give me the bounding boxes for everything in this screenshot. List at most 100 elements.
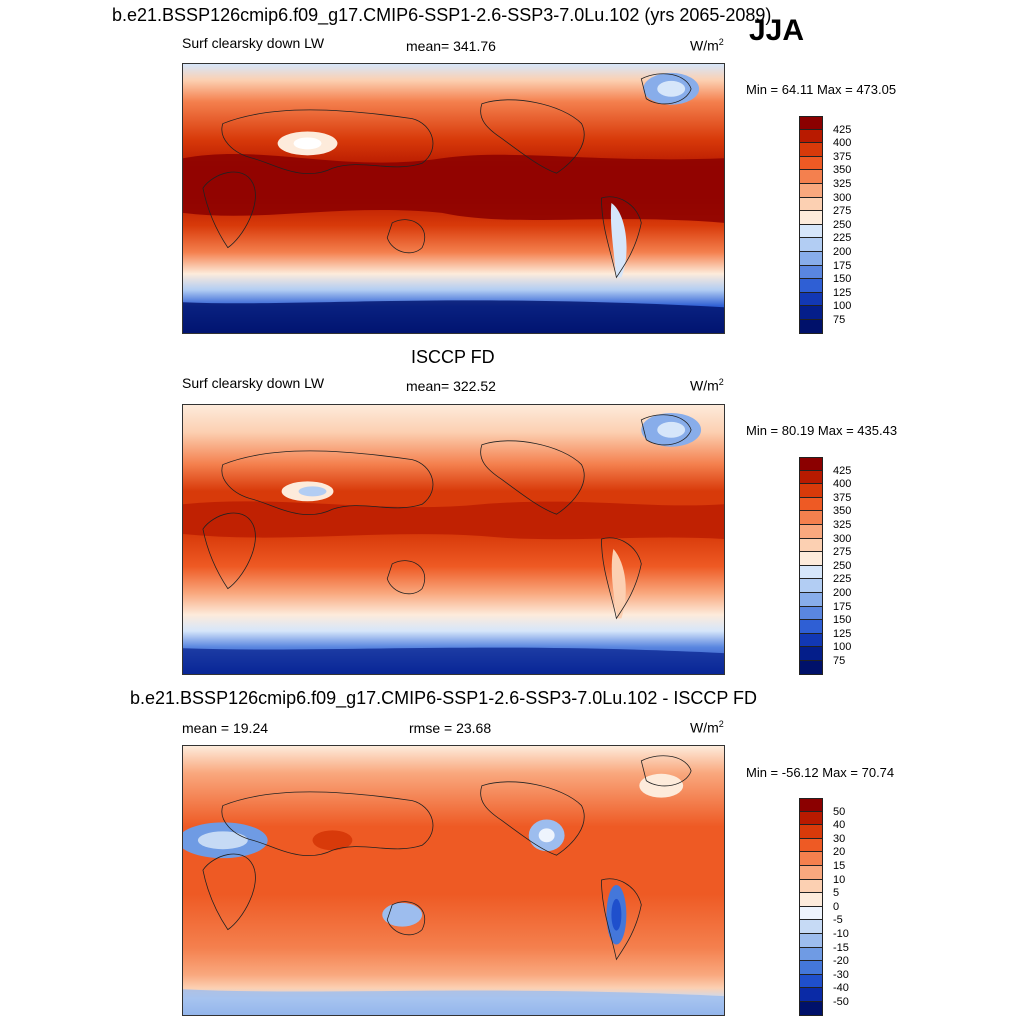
colorbar-tick-label: -15	[833, 941, 849, 954]
colorbar-swatch	[799, 306, 823, 320]
colorbar-swatch	[799, 798, 823, 812]
colorbar-swatch	[799, 238, 823, 252]
colorbar-tick-label: 75	[833, 655, 846, 667]
colorbar-tick-label: 375	[833, 491, 852, 504]
colorbar-tick-label: 50	[833, 805, 846, 818]
panel2-variable-label: Surf clearsky down LW	[182, 375, 325, 391]
panel2-mean-label: mean= 322.52	[406, 378, 496, 394]
colorbar-tick-label: 225	[833, 573, 852, 586]
colorbar-swatch	[799, 156, 823, 171]
season-label: JJA	[749, 14, 805, 47]
colorbar-tick-label: 100	[833, 300, 852, 313]
panel2-colorbar	[799, 457, 823, 675]
colorbar-swatch	[799, 838, 823, 853]
colorbar-swatch	[799, 197, 823, 212]
panel3-rmse-label: rmse = 23.68	[409, 720, 492, 736]
colorbar-swatch	[799, 497, 823, 512]
colorbar-tick-label: 175	[833, 259, 852, 272]
colorbar-tick-label: 10	[833, 873, 846, 886]
colorbar-swatch	[799, 988, 823, 1002]
colorbar-swatch	[799, 538, 823, 553]
colorbar-tick-label: 175	[833, 600, 852, 613]
colorbar-swatch	[799, 170, 823, 184]
colorbar-tick-label: 250	[833, 218, 852, 231]
colorbar-tick-label: 375	[833, 150, 852, 163]
colorbar-swatch	[799, 579, 823, 593]
colorbar-swatch	[799, 511, 823, 525]
colorbar-tick-label: 30	[833, 832, 846, 845]
panel3-map	[182, 745, 725, 1016]
colorbar-tick-label: -50	[833, 996, 849, 1008]
panel3-minmax: Min = -56.12 Max = 70.74	[746, 765, 895, 780]
colorbar-tick-label: 250	[833, 559, 852, 572]
colorbar-tick-label: -5	[833, 914, 843, 927]
colorbar-swatch	[799, 552, 823, 566]
colorbar-tick-label: 150	[833, 273, 852, 286]
colorbar-tick-label: -20	[833, 955, 849, 968]
panel1-map	[182, 63, 725, 334]
colorbar-swatch	[799, 811, 823, 826]
colorbar-tick-label: 300	[833, 532, 852, 545]
colorbar-swatch	[799, 1001, 823, 1016]
colorbar-swatch	[799, 292, 823, 307]
colorbar-tick-label: 325	[833, 519, 852, 531]
colorbar-tick-label: 300	[833, 191, 852, 204]
colorbar-tick-label: -30	[833, 968, 849, 981]
colorbar-swatch	[799, 920, 823, 934]
colorbar-tick-label: -40	[833, 982, 849, 995]
colorbar-tick-label: -10	[833, 928, 849, 940]
colorbar-tick-label: 200	[833, 587, 852, 599]
colorbar-tick-label: 150	[833, 614, 852, 627]
panel1-units: W/m2	[690, 37, 724, 54]
colorbar-swatch	[799, 865, 823, 880]
panel2-minmax: Min = 80.19 Max = 435.43	[746, 423, 898, 438]
colorbar-swatch	[799, 974, 823, 989]
colorbar-tick-label: 200	[833, 246, 852, 258]
colorbar-swatch	[799, 647, 823, 661]
panel3-colorbar	[799, 798, 823, 1016]
colorbar-tick-label: 125	[833, 286, 852, 299]
colorbar-swatch	[799, 606, 823, 621]
panel1-title: b.e21.BSSP126cmip6.f09_g17.CMIP6-SSP1-2.…	[112, 5, 772, 25]
colorbar-swatch	[799, 947, 823, 962]
colorbar-swatch	[799, 879, 823, 894]
panel1-colorbar	[799, 116, 823, 334]
colorbar-tick-label: 0	[833, 900, 840, 913]
colorbar-tick-label: 400	[833, 137, 852, 150]
colorbar-swatch	[799, 251, 823, 266]
colorbar-tick-label: 350	[833, 164, 852, 177]
colorbar-swatch	[799, 470, 823, 485]
colorbar-swatch	[799, 933, 823, 948]
colorbar-swatch	[799, 224, 823, 239]
colorbar-tick-label: 400	[833, 478, 852, 491]
colorbar-tick-label: 350	[833, 505, 852, 518]
colorbar-tick-label: 100	[833, 641, 852, 654]
colorbar-swatch	[799, 279, 823, 293]
colorbar-swatch	[799, 660, 823, 675]
colorbar-tick-label: 425	[833, 464, 852, 477]
colorbar-swatch	[799, 893, 823, 907]
colorbar-tick-label: 275	[833, 546, 852, 559]
colorbar-tick-label: 40	[833, 819, 846, 832]
panel3-mean-label: mean = 19.24	[182, 720, 269, 736]
colorbar-swatch	[799, 825, 823, 839]
colorbar-tick-label: 125	[833, 627, 852, 640]
panel1-mean-label: mean= 341.76	[406, 38, 496, 54]
colorbar-swatch	[799, 143, 823, 157]
colorbar-tick-label: 275	[833, 205, 852, 218]
colorbar-swatch	[799, 484, 823, 498]
panel3-title: b.e21.BSSP126cmip6.f09_g17.CMIP6-SSP1-2.…	[130, 688, 758, 708]
colorbar-tick-label: 5	[833, 887, 840, 900]
colorbar-tick-label: 325	[833, 178, 852, 190]
colorbar-tick-label: 425	[833, 123, 852, 136]
colorbar-tick-label: 20	[833, 846, 846, 859]
colorbar-swatch	[799, 565, 823, 580]
panel2-units: W/m2	[690, 377, 724, 394]
colorbar-swatch	[799, 319, 823, 334]
colorbar-swatch	[799, 116, 823, 130]
colorbar-swatch	[799, 961, 823, 975]
colorbar-swatch	[799, 265, 823, 280]
panel3-units: W/m2	[690, 719, 724, 736]
colorbar-tick-label: 15	[833, 860, 846, 872]
colorbar-swatch	[799, 183, 823, 198]
